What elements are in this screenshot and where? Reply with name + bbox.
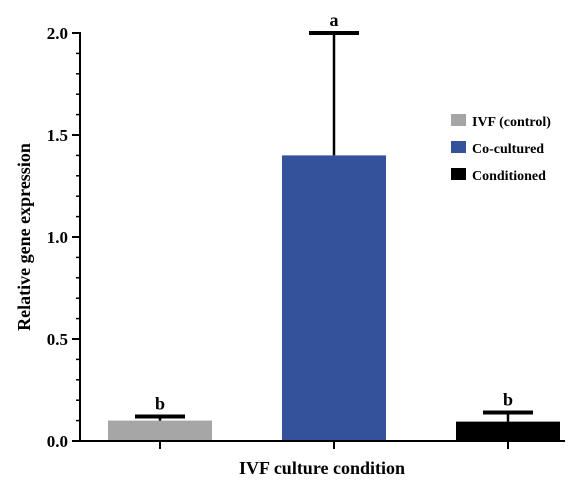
y-tick-label: 2.0 (47, 24, 68, 43)
y-tick-label: 0.0 (47, 432, 68, 451)
x-axis-label: IVF culture condition (239, 458, 405, 478)
legend-swatch (451, 168, 466, 180)
x-axis-ticks (159, 441, 509, 449)
bar-2 (282, 155, 386, 441)
legend-label: IVF (control) (472, 115, 551, 130)
y-tick-label: 1.0 (47, 228, 68, 247)
legend-label: Co-cultured (472, 142, 544, 157)
significance-labels: b a b (155, 10, 513, 414)
significance-label: a (330, 10, 339, 30)
y-axis-ticks: 0.0 0.5 1.0 1.5 2.0 (47, 24, 80, 451)
significance-label: b (155, 394, 165, 414)
legend: IVF (control) Co-cultured Conditioned (451, 114, 551, 184)
bar-3 (456, 421, 560, 441)
y-tick-label: 0.5 (47, 330, 68, 349)
y-tick-label: 1.5 (47, 126, 68, 145)
legend-swatch (451, 114, 466, 126)
significance-label: b (503, 389, 513, 409)
legend-label: Conditioned (472, 169, 546, 184)
bar-1 (108, 420, 212, 441)
y-axis-label: Relative gene expression (14, 143, 34, 331)
bars (108, 155, 560, 441)
legend-swatch (451, 141, 466, 153)
error-bars (135, 31, 533, 422)
